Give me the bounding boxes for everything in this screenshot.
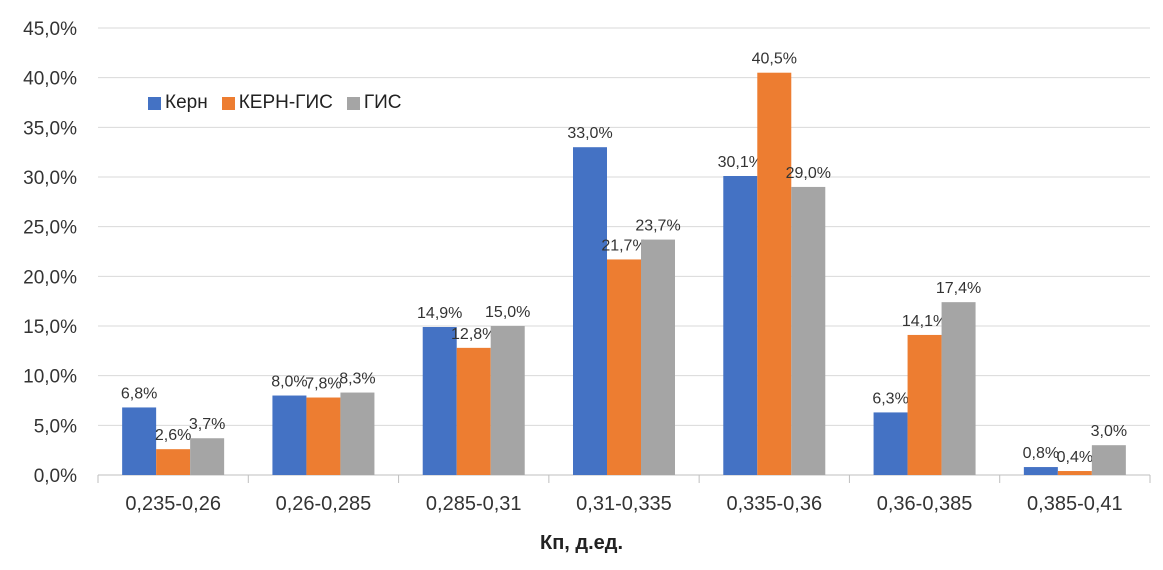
data-label: 17,4% (936, 280, 981, 297)
bar (907, 334, 942, 475)
y-tick-label: 20,0% (23, 267, 77, 288)
bar (272, 395, 307, 475)
data-label: 14,1% (902, 313, 947, 330)
bar (791, 186, 826, 475)
x-tick-label: 0,31-0,335 (576, 493, 672, 515)
bar (607, 259, 641, 475)
data-label: 3,7% (189, 416, 225, 433)
data-label: 29,0% (786, 165, 831, 182)
data-label: 12,8% (451, 326, 496, 343)
y-tick-label: 5,0% (34, 416, 77, 437)
bar (422, 326, 457, 475)
y-tick-label: 45,0% (23, 19, 77, 40)
x-tick-label: 0,36-0,385 (877, 493, 973, 515)
bar (490, 326, 525, 475)
legend-label-kern: Керн (165, 92, 208, 113)
x-axis-title: Кп, д.ед. (539, 532, 624, 554)
bar (156, 449, 191, 475)
x-tick-label: 0,235-0,26 (125, 493, 221, 515)
bar (1057, 471, 1092, 475)
x-tick-label: 0,285-0,31 (426, 493, 522, 515)
legend-label-gis: ГИС (363, 92, 402, 113)
bar (873, 412, 908, 475)
legend-swatch-kern-gis (221, 96, 235, 110)
data-label: 8,3% (339, 371, 375, 388)
data-label: 2,6% (155, 427, 191, 444)
legend-item-gis: ГИС (346, 92, 402, 114)
data-label: 3,0% (1091, 423, 1127, 440)
data-label: 6,8% (121, 385, 157, 402)
legend-label-kern-gis: КЕРН-ГИС (238, 92, 333, 113)
bar (1023, 467, 1058, 475)
data-label: 0,8% (1023, 445, 1059, 462)
x-tick-label: 0,26-0,285 (276, 493, 372, 515)
data-label: 30,1% (718, 154, 763, 171)
bar (306, 397, 341, 475)
y-tick-label: 40,0% (23, 69, 77, 90)
data-label: 6,3% (872, 390, 908, 407)
legend-swatch-kern (148, 96, 161, 110)
y-tick-label: 15,0% (23, 317, 77, 338)
data-label: 15,0% (485, 304, 530, 321)
data-label: 21,7% (601, 237, 646, 254)
y-tick-label: 10,0% (23, 367, 77, 388)
bar (641, 239, 675, 475)
legend-item-kern-gis: КЕРН-ГИС (221, 92, 333, 114)
bar (723, 176, 758, 476)
data-label: 33,0% (567, 125, 612, 142)
y-tick-label: 35,0% (23, 118, 77, 139)
x-tick-label: 0,335-0,36 (726, 493, 822, 515)
bar (757, 72, 792, 475)
bar (190, 438, 225, 475)
bar (941, 302, 976, 475)
legend: Керн КЕРН-ГИС ГИС (148, 92, 402, 114)
data-label: 23,7% (635, 218, 680, 235)
y-tick-label: 30,0% (23, 168, 77, 189)
bar (1091, 445, 1126, 475)
data-label: 7,8% (305, 376, 341, 393)
data-label: 0,4% (1057, 449, 1093, 466)
legend-item-kern: Керн (148, 92, 208, 114)
bar (122, 407, 157, 475)
y-tick-label: 25,0% (23, 218, 77, 239)
bar (456, 347, 491, 475)
x-tick-label: 0,385-0,41 (1027, 493, 1123, 515)
data-label: 8,0% (271, 374, 307, 391)
y-tick-label: 0,0% (34, 466, 77, 487)
bar (573, 147, 607, 475)
data-label: 14,9% (417, 305, 462, 322)
bar (340, 392, 375, 475)
legend-swatch-gis (346, 96, 360, 110)
data-label: 40,5% (752, 51, 797, 68)
